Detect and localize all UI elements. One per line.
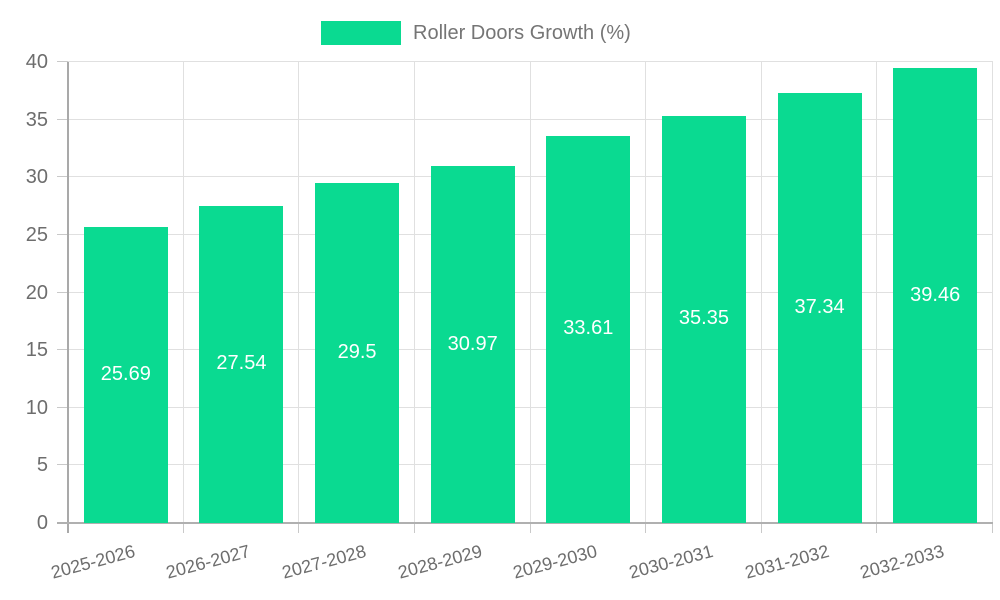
y-gridline (68, 176, 993, 178)
y-tick (57, 61, 68, 62)
y-axis-label: 35 (25, 108, 48, 131)
bar-value-label: 25.69 (100, 362, 151, 385)
x-tick (413, 523, 415, 533)
y-tick (57, 118, 68, 120)
y-gridline (68, 291, 993, 293)
x-tick (760, 523, 762, 533)
bar[interactable] (661, 115, 746, 523)
bar-value-label: 29.5 (337, 341, 377, 363)
bar[interactable] (430, 166, 515, 523)
y-axis-line (67, 62, 69, 533)
y-gridline (68, 61, 993, 62)
y-tick (57, 406, 68, 408)
bar[interactable] (777, 92, 862, 523)
legend-swatch (321, 21, 401, 45)
y-gridline (68, 464, 993, 466)
y-tick (57, 464, 68, 466)
x-gridline (182, 62, 184, 523)
bar-value-label: 37.34 (794, 295, 845, 318)
bar[interactable] (315, 183, 400, 523)
y-axis-label: 10 (25, 396, 48, 419)
y-axis-label: 0 (36, 512, 48, 534)
bar[interactable] (893, 68, 978, 523)
y-axis-label: 5 (36, 454, 48, 477)
x-gridline (992, 62, 993, 523)
legend-label: Roller Doors Growth (%) (413, 22, 631, 44)
x-tick (645, 523, 647, 533)
x-axis-line (57, 522, 993, 524)
x-tick (529, 523, 531, 533)
bar[interactable] (546, 135, 631, 523)
x-gridline (298, 62, 300, 523)
y-gridline (68, 233, 993, 235)
x-tick (298, 523, 300, 533)
y-tick (57, 233, 68, 235)
y-tick (57, 291, 68, 293)
legend-item[interactable]: Roller Doors Growth (%) (321, 21, 631, 45)
x-gridline (413, 62, 415, 523)
y-gridline (68, 118, 993, 120)
bar-value-label: 30.97 (447, 332, 498, 355)
x-gridline (645, 62, 647, 523)
x-gridline (760, 62, 762, 523)
bar-value-label: 27.54 (216, 352, 267, 375)
y-axis-label: 40 (25, 51, 48, 73)
y-axis-label: 20 (25, 281, 48, 304)
y-axis-label: 30 (25, 166, 48, 189)
bar-value-label: 35.35 (678, 307, 729, 330)
y-tick (57, 176, 68, 178)
y-tick (57, 349, 68, 351)
x-gridline (529, 62, 531, 523)
x-tick (182, 523, 184, 533)
bar-value-label: 33.61 (563, 317, 614, 340)
bar-value-label: 39.46 (910, 283, 961, 306)
x-tick (876, 523, 878, 533)
y-gridline (68, 406, 993, 408)
bar[interactable] (199, 205, 284, 523)
y-axis-label: 25 (25, 223, 48, 246)
y-axis-label: 15 (25, 339, 48, 362)
x-tick (992, 523, 993, 533)
x-gridline (876, 62, 878, 523)
y-gridline (68, 349, 993, 351)
bar[interactable] (83, 226, 168, 523)
